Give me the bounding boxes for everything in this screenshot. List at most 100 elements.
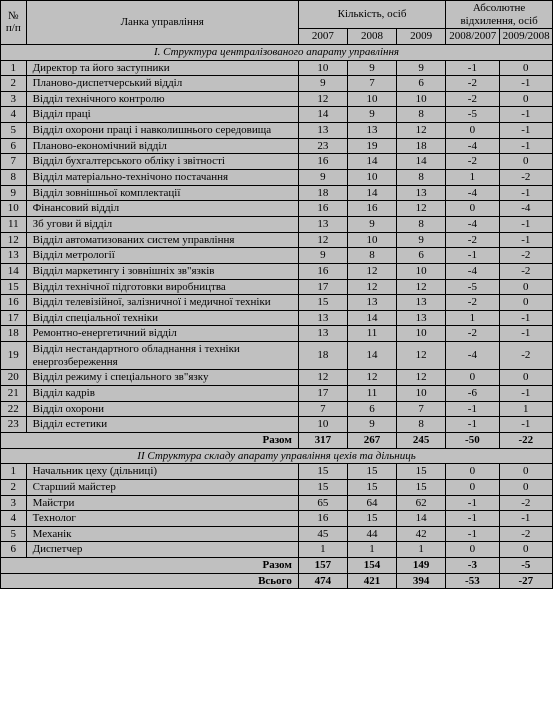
row-label: Відділ спеціальної техніки — [26, 310, 298, 326]
row-value: 1 — [446, 170, 499, 186]
row-value: 8 — [347, 248, 396, 264]
row-label: Відділ зовнішньої комплектації — [26, 185, 298, 201]
row-index: 6 — [1, 138, 27, 154]
section-header: І. Структура централізованого апарату уп… — [1, 44, 553, 60]
table-row: 2Планово-диспетчерський відділ976-2-1 — [1, 76, 553, 92]
table-row: 19Відділ нестандартного обладнання і тех… — [1, 342, 553, 370]
total-value: -27 — [499, 573, 552, 589]
total-row: Разом317267245-50-22 — [1, 432, 553, 448]
row-value: 15 — [347, 479, 396, 495]
row-index: 22 — [1, 401, 27, 417]
row-value: 7 — [347, 76, 396, 92]
row-index: 13 — [1, 248, 27, 264]
row-value: 14 — [347, 154, 396, 170]
row-value: 6 — [397, 248, 446, 264]
row-value: 10 — [397, 91, 446, 107]
total-label: Разом — [1, 558, 299, 574]
row-value: 13 — [397, 310, 446, 326]
row-index: 11 — [1, 216, 27, 232]
row-value: -4 — [446, 138, 499, 154]
row-value: -1 — [446, 401, 499, 417]
total-label: Всього — [1, 573, 299, 589]
row-value: 23 — [298, 138, 347, 154]
row-value: -2 — [499, 495, 552, 511]
table-row: 6Планово-економічний відділ231918-4-1 — [1, 138, 553, 154]
row-label: Відділ бухгалтерського обліку і звітност… — [26, 154, 298, 170]
row-value: 7 — [397, 401, 446, 417]
table-row: 1Начальник цеху (дільниці)15151500 — [1, 464, 553, 480]
row-value: -5 — [446, 279, 499, 295]
row-value: 13 — [347, 123, 396, 139]
table-row: 18Ремонтно-енергетичний відділ131110-2-1 — [1, 326, 553, 342]
row-value: 1 — [499, 401, 552, 417]
row-value: 18 — [397, 138, 446, 154]
row-value: 8 — [397, 417, 446, 433]
row-value: 0 — [499, 295, 552, 311]
row-value: 9 — [298, 170, 347, 186]
row-label: Відділ метрології — [26, 248, 298, 264]
row-label: Планово-економічний відділ — [26, 138, 298, 154]
table-row: 16Відділ телевізійної, залізничної і мед… — [1, 295, 553, 311]
total-row: Всього474421394-53-27 — [1, 573, 553, 589]
row-index: 12 — [1, 232, 27, 248]
row-value: 14 — [397, 511, 446, 527]
total-value: 154 — [347, 558, 396, 574]
row-value: 65 — [298, 495, 347, 511]
row-value: -2 — [499, 170, 552, 186]
row-value: 14 — [397, 154, 446, 170]
row-value: 15 — [347, 464, 396, 480]
row-label: Відділ технічного контролю — [26, 91, 298, 107]
row-value: 13 — [298, 326, 347, 342]
row-value: 0 — [499, 279, 552, 295]
row-value: 7 — [298, 401, 347, 417]
row-index: 17 — [1, 310, 27, 326]
row-value: -1 — [499, 76, 552, 92]
table-row: 15Відділ технічної підготовки виробництв… — [1, 279, 553, 295]
row-label: Відділ охорони праці і навколишнього сер… — [26, 123, 298, 139]
header-index: № п/п — [1, 1, 27, 45]
row-value: -1 — [446, 526, 499, 542]
row-index: 7 — [1, 154, 27, 170]
total-value: 267 — [347, 432, 396, 448]
row-value: 6 — [397, 76, 446, 92]
row-index: 15 — [1, 279, 27, 295]
row-value: 12 — [397, 370, 446, 386]
row-value: 17 — [298, 279, 347, 295]
row-index: 1 — [1, 60, 27, 76]
row-value: -2 — [499, 526, 552, 542]
row-value: 10 — [298, 417, 347, 433]
table-row: 9Відділ зовнішньої комплектації181413-4-… — [1, 185, 553, 201]
row-value: 14 — [347, 185, 396, 201]
row-value: 12 — [397, 342, 446, 370]
row-value: 44 — [347, 526, 396, 542]
row-value: -1 — [499, 386, 552, 402]
row-value: 9 — [298, 76, 347, 92]
row-index: 3 — [1, 495, 27, 511]
table-row: 20Відділ режиму і спеціального зв"язку12… — [1, 370, 553, 386]
row-value: -1 — [499, 417, 552, 433]
row-value: 14 — [347, 342, 396, 370]
row-value: -1 — [499, 232, 552, 248]
row-value: -1 — [499, 185, 552, 201]
table-body: І. Структура централізованого апарату уп… — [1, 44, 553, 588]
row-value: 10 — [347, 170, 396, 186]
row-value: 1 — [298, 542, 347, 558]
row-index: 21 — [1, 386, 27, 402]
row-index: 9 — [1, 185, 27, 201]
row-label: Начальник цеху (дільниці) — [26, 464, 298, 480]
row-label: Відділ праці — [26, 107, 298, 123]
row-value: 18 — [298, 342, 347, 370]
total-value: -22 — [499, 432, 552, 448]
table-row: 23Відділ естетики1098-1-1 — [1, 417, 553, 433]
header-name: Ланка управління — [26, 1, 298, 45]
row-value: 0 — [499, 479, 552, 495]
row-value: -4 — [499, 201, 552, 217]
row-value: -2 — [446, 76, 499, 92]
row-value: 13 — [397, 295, 446, 311]
row-label: Відділ телевізійної, залізничної і медич… — [26, 295, 298, 311]
row-value: 0 — [499, 91, 552, 107]
row-value: 15 — [298, 479, 347, 495]
row-value: 1 — [397, 542, 446, 558]
table-row: 3Майстри656462-1-2 — [1, 495, 553, 511]
header-d2: 2009/2008 — [499, 29, 552, 45]
